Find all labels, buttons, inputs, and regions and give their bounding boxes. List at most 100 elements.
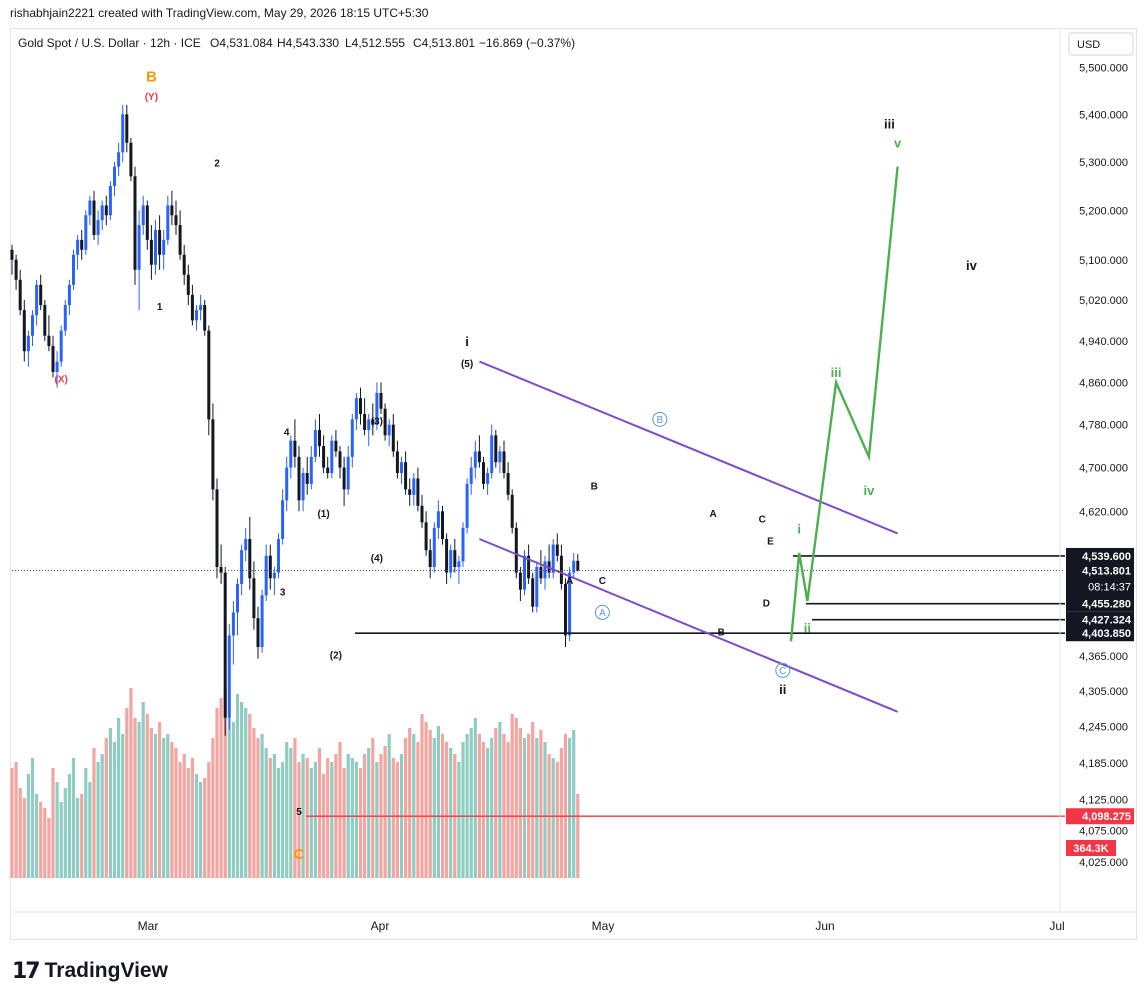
currency-button[interactable]: [1068, 32, 1134, 56]
candle-body: [445, 538, 449, 573]
volume-bar: [272, 754, 276, 878]
candle-body: [453, 550, 457, 567]
volume-bar: [297, 762, 301, 878]
volume-bar: [67, 774, 71, 878]
price-axis: USD 5,500.000 5,400.000 5,300.000 5,200.000 5…: [12, 30, 1136, 913]
candle-body: [322, 446, 326, 468]
price-tick: 4,185.000: [1079, 758, 1128, 770]
candle-body: [277, 538, 280, 573]
candle-body: [31, 315, 34, 336]
wave-label: (Y): [145, 92, 158, 103]
volume-bar: [158, 722, 162, 878]
candle-body: [125, 114, 129, 143]
volume-bar: [371, 738, 375, 878]
wave-label: B: [718, 627, 725, 638]
candle-body: [149, 239, 153, 265]
candle-body: [80, 239, 84, 250]
candle-body: [301, 473, 305, 501]
candle-body: [400, 462, 403, 474]
price-tick: 4,125.000: [1079, 795, 1128, 807]
price-label-box: [1066, 625, 1134, 642]
candle-body: [350, 419, 354, 457]
wave-label: D: [763, 599, 770, 610]
candle-body: [568, 572, 572, 636]
volume-bar: [84, 768, 88, 878]
volume-bar: [235, 694, 240, 878]
volume-bar: [539, 730, 543, 878]
wave-label: B: [656, 415, 663, 426]
volume-bar: [248, 714, 252, 878]
volume-bar: [440, 734, 445, 878]
candle-body: [248, 538, 252, 579]
candle-body: [272, 572, 276, 579]
candle-body: [412, 478, 416, 495]
wave-label: i: [797, 521, 801, 536]
volume-bar: [125, 708, 129, 878]
candle-body: [486, 473, 490, 484]
price-label-box: [1066, 562, 1134, 597]
volume-bar: [494, 728, 498, 878]
volume-bar: [219, 698, 223, 878]
wave-labels: B (Y) (X) 2 1 4 3 5 C (1) (2) (3) (4) i (5) B A B A C A B C E D C…: [55, 69, 978, 863]
price-tick: 4,245.000: [1079, 722, 1128, 734]
volume-bar: [182, 754, 186, 878]
price-tick: 4,700.000: [1079, 463, 1128, 475]
candle-body: [559, 555, 563, 584]
volume-bar: [47, 818, 51, 878]
candle-body: [465, 483, 469, 528]
volume-bar: [391, 758, 395, 878]
volume-bar: [416, 742, 420, 878]
volume-bar: [149, 728, 153, 878]
candle-body: [223, 572, 227, 718]
wave-label: (3): [371, 417, 383, 428]
price-tick: 4,365.000: [1079, 651, 1128, 663]
price-label-box: [1066, 595, 1134, 612]
price-tick: 5,500.000: [1079, 63, 1128, 75]
price-tick: 4,860.000: [1079, 377, 1128, 389]
volume-bar: [39, 802, 43, 878]
volume-bar: [498, 722, 502, 878]
volume-bar: [404, 738, 408, 878]
volume-bar: [260, 734, 264, 878]
volume-bar: [358, 768, 363, 878]
price-label: 4,403.850: [1082, 628, 1131, 640]
volume-bar: [55, 782, 59, 878]
volume-bar: [289, 748, 293, 878]
candle-body: [477, 451, 481, 463]
candle-body: [76, 239, 80, 255]
candle-body: [416, 478, 420, 506]
candle-body: [186, 274, 190, 295]
candle-body: [408, 489, 412, 495]
tradingview-logo[interactable]: 17 TradingView: [12, 958, 168, 984]
candle-body: [461, 527, 465, 562]
wave-label: A: [566, 576, 573, 587]
legend-item: O4,531.084: [210, 36, 273, 50]
wave-label: B: [146, 69, 157, 86]
volume-bar: [285, 742, 289, 878]
candle-body: [108, 185, 112, 216]
volume-bar: [387, 734, 391, 878]
volume-bar: [194, 774, 199, 878]
volume-bar: [313, 762, 317, 878]
candle-body: [318, 429, 321, 447]
price-tick: 4,075.000: [1079, 826, 1128, 838]
candle-body: [395, 451, 399, 474]
wave-label: (4): [371, 553, 383, 564]
legend-item: L4,512.555: [345, 36, 405, 50]
volume-bar: [240, 702, 244, 878]
volume-bar: [14, 762, 18, 878]
volume-bar: [445, 742, 449, 878]
volume-bar: [367, 748, 371, 878]
volume-bar: [203, 778, 207, 878]
volume-bar: [281, 762, 285, 878]
candle-body: [330, 440, 334, 474]
candle-body: [88, 200, 92, 216]
wave-label: (1): [317, 509, 329, 520]
channel-line: [479, 538, 898, 713]
wave-label: iv: [863, 483, 875, 498]
volume-bar: [326, 758, 330, 878]
candle-body: [84, 215, 88, 250]
candle-body: [195, 310, 198, 321]
volume-bar: [117, 718, 121, 878]
